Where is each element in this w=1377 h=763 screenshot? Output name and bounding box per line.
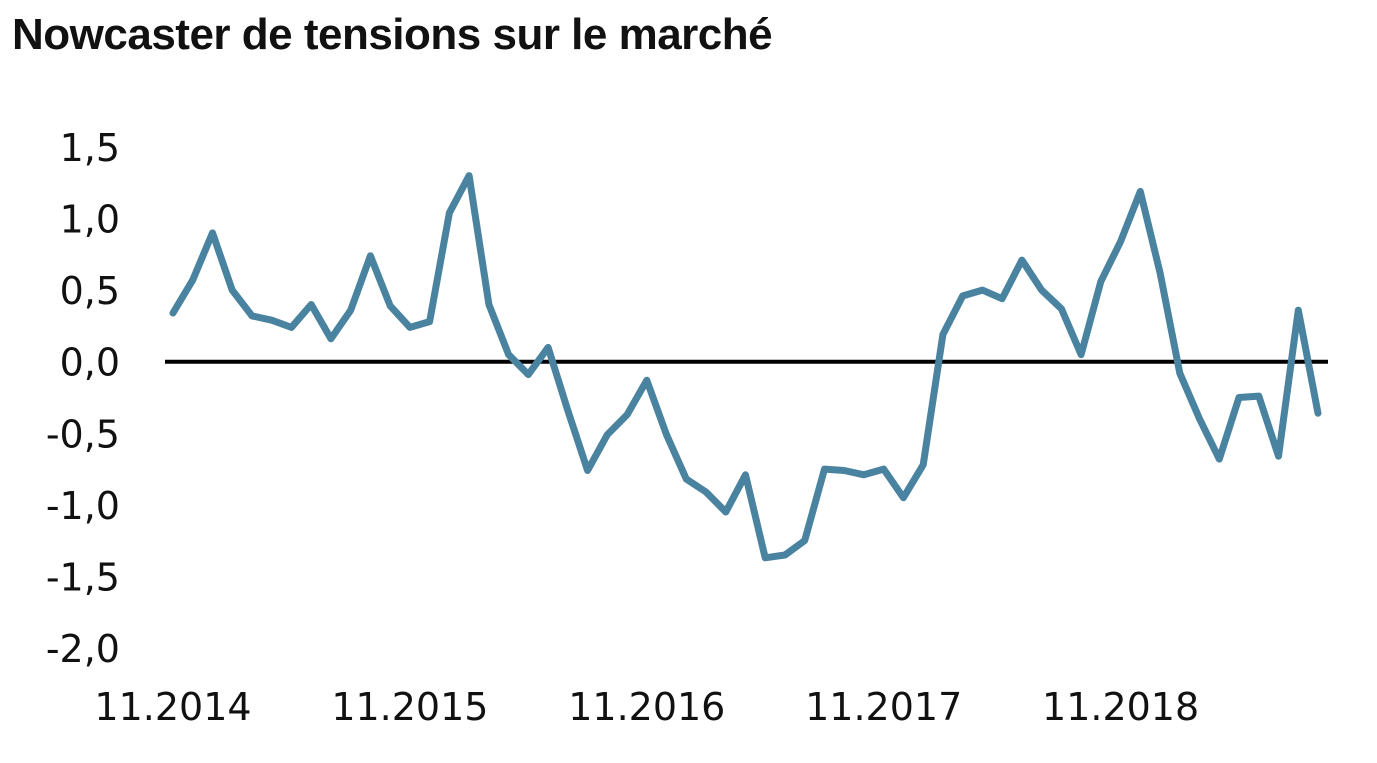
- y-tick-label: -2,0: [46, 627, 120, 671]
- x-tick-label: 11.2015: [331, 685, 488, 729]
- series-line: [169, 172, 1322, 562]
- x-axis-tick-labels: 11.2014 11.2015 11.2016 11.2017 11.2018: [94, 685, 1199, 729]
- x-tick-label: 11.2014: [94, 685, 251, 729]
- y-tick-label: -1,0: [46, 484, 120, 528]
- x-tick-label: 11.2016: [568, 685, 725, 729]
- y-tick-label: 0,5: [60, 269, 120, 313]
- x-tick-label: 11.2017: [805, 685, 962, 729]
- chart-title: Nowcaster de tensions sur le marché: [12, 10, 773, 59]
- y-tick-label: 1,0: [60, 198, 120, 242]
- y-axis-tick-labels: 1,5 1,0 0,5 0,0 -0,5 -1,0 -1,5 -2,0: [46, 126, 120, 671]
- y-tick-label: -1,5: [46, 555, 120, 599]
- x-tick-label: 11.2018: [1042, 685, 1199, 729]
- y-tick-label: 0,0: [60, 341, 120, 385]
- y-tick-label: 1,5: [60, 126, 120, 170]
- y-tick-label: -0,5: [46, 412, 120, 456]
